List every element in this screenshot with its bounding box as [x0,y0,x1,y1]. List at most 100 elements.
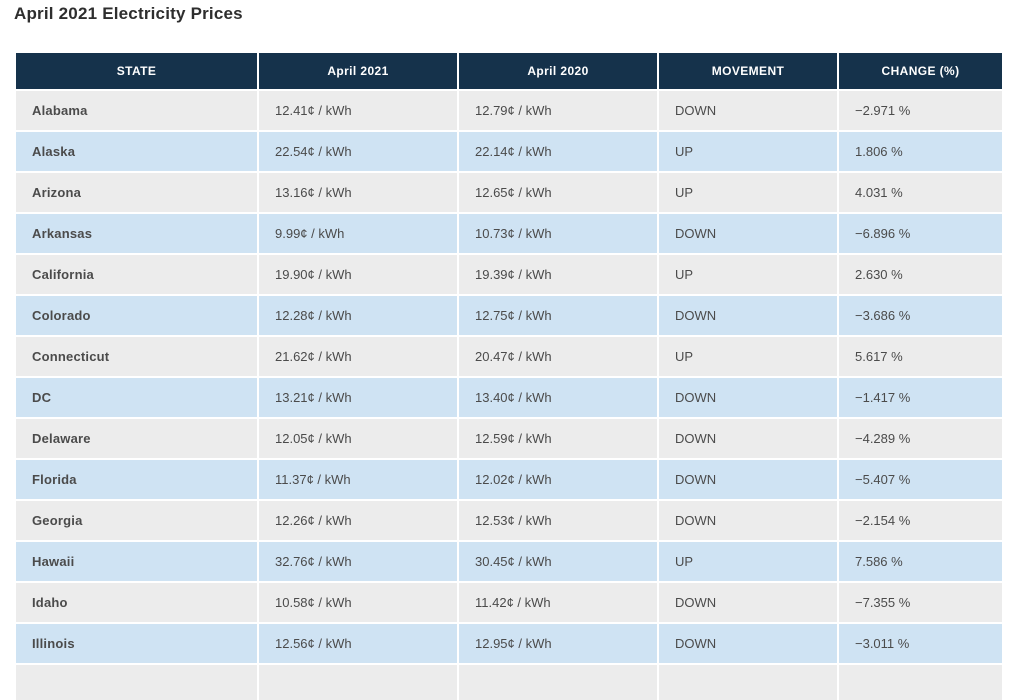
table-row: Hawaii 32.76¢ / kWh 30.45¢ / kWh UP 7.58… [14,540,1004,583]
april-2020-cell: 19.39¢ / kWh [457,253,659,296]
movement-cell: UP [657,171,839,214]
april-2021-cell: 11.37¢ / kWh [257,458,459,501]
table-row: Georgia 12.26¢ / kWh 12.53¢ / kWh DOWN −… [14,499,1004,542]
april-2021-cell: 12.56¢ / kWh [257,622,459,665]
table-row: Delaware 12.05¢ / kWh 12.59¢ / kWh DOWN … [14,417,1004,460]
column-header-april-2020: April 2020 [457,51,659,91]
movement-cell: UP [657,130,839,173]
change-cell [837,663,1004,700]
state-cell: Illinois [14,622,259,665]
april-2021-cell: 12.28¢ / kWh [257,294,459,337]
change-cell: 5.617 % [837,335,1004,378]
april-2020-cell: 22.14¢ / kWh [457,130,659,173]
movement-cell [657,663,839,700]
movement-cell: DOWN [657,458,839,501]
change-cell: 1.806 % [837,130,1004,173]
movement-cell: UP [657,540,839,583]
april-2021-cell: 19.90¢ / kWh [257,253,459,296]
table-row: Idaho 10.58¢ / kWh 11.42¢ / kWh DOWN −7.… [14,581,1004,624]
change-cell: −6.896 % [837,212,1004,255]
april-2020-cell: 12.95¢ / kWh [457,622,659,665]
april-2021-cell: 10.58¢ / kWh [257,581,459,624]
table-row: Arizona 13.16¢ / kWh 12.65¢ / kWh UP 4.0… [14,171,1004,214]
table-body: Alabama 12.41¢ / kWh 12.79¢ / kWh DOWN −… [14,89,1004,700]
change-cell: −1.417 % [837,376,1004,419]
column-header-movement: MOVEMENT [657,51,839,91]
april-2021-cell: 13.21¢ / kWh [257,376,459,419]
page-title: April 2021 Electricity Prices [14,4,243,23]
table-row: Arkansas 9.99¢ / kWh 10.73¢ / kWh DOWN −… [14,212,1004,255]
movement-cell: DOWN [657,89,839,132]
table-row [14,663,1004,700]
movement-cell: DOWN [657,212,839,255]
april-2020-cell: 13.40¢ / kWh [457,376,659,419]
table-row: DC 13.21¢ / kWh 13.40¢ / kWh DOWN −1.417… [14,376,1004,419]
movement-cell: DOWN [657,294,839,337]
change-cell: −5.407 % [837,458,1004,501]
april-2021-cell: 32.76¢ / kWh [257,540,459,583]
state-cell: California [14,253,259,296]
column-header-april-2021: April 2021 [257,51,459,91]
april-2020-cell: 12.65¢ / kWh [457,171,659,214]
change-cell: −2.971 % [837,89,1004,132]
change-cell: −4.289 % [837,417,1004,460]
april-2021-cell: 9.99¢ / kWh [257,212,459,255]
table-row: Alaska 22.54¢ / kWh 22.14¢ / kWh UP 1.80… [14,130,1004,173]
april-2020-cell: 12.59¢ / kWh [457,417,659,460]
change-cell: −7.355 % [837,581,1004,624]
april-2021-cell: 13.16¢ / kWh [257,171,459,214]
april-2021-cell: 22.54¢ / kWh [257,130,459,173]
state-cell: Florida [14,458,259,501]
table-row: Florida 11.37¢ / kWh 12.02¢ / kWh DOWN −… [14,458,1004,501]
change-cell: −2.154 % [837,499,1004,542]
column-header-state: STATE [14,51,259,91]
state-cell: Idaho [14,581,259,624]
table-header: STATE April 2021 April 2020 MOVEMENT CHA… [14,51,1004,91]
april-2020-cell: 10.73¢ / kWh [457,212,659,255]
electricity-prices-table: STATE April 2021 April 2020 MOVEMENT CHA… [14,51,1004,700]
state-cell: Alabama [14,89,259,132]
movement-cell: DOWN [657,581,839,624]
state-cell: DC [14,376,259,419]
change-cell: 2.630 % [837,253,1004,296]
state-cell: Connecticut [14,335,259,378]
table-row: California 19.90¢ / kWh 19.39¢ / kWh UP … [14,253,1004,296]
column-header-change: CHANGE (%) [837,51,1004,91]
april-2020-cell: 30.45¢ / kWh [457,540,659,583]
table-row: Illinois 12.56¢ / kWh 12.95¢ / kWh DOWN … [14,622,1004,665]
movement-cell: DOWN [657,376,839,419]
april-2021-cell: 12.26¢ / kWh [257,499,459,542]
april-2021-cell [257,663,459,700]
movement-cell: UP [657,253,839,296]
april-2021-cell: 21.62¢ / kWh [257,335,459,378]
change-cell: 7.586 % [837,540,1004,583]
change-cell: −3.011 % [837,622,1004,665]
movement-cell: DOWN [657,417,839,460]
movement-cell: DOWN [657,622,839,665]
state-cell: Arkansas [14,212,259,255]
table-row: Colorado 12.28¢ / kWh 12.75¢ / kWh DOWN … [14,294,1004,337]
change-cell: 4.031 % [837,171,1004,214]
movement-cell: UP [657,335,839,378]
april-2020-cell: 12.79¢ / kWh [457,89,659,132]
april-2020-cell: 12.53¢ / kWh [457,499,659,542]
april-2020-cell: 12.02¢ / kWh [457,458,659,501]
state-cell: Arizona [14,171,259,214]
table-row: Connecticut 21.62¢ / kWh 20.47¢ / kWh UP… [14,335,1004,378]
state-cell: Delaware [14,417,259,460]
state-cell: Alaska [14,130,259,173]
april-2020-cell: 20.47¢ / kWh [457,335,659,378]
april-2021-cell: 12.41¢ / kWh [257,89,459,132]
state-cell: Georgia [14,499,259,542]
april-2021-cell: 12.05¢ / kWh [257,417,459,460]
state-cell [14,663,259,700]
movement-cell: DOWN [657,499,839,542]
header-row: STATE April 2021 April 2020 MOVEMENT CHA… [14,51,1004,91]
change-cell: −3.686 % [837,294,1004,337]
state-cell: Colorado [14,294,259,337]
table-row: Alabama 12.41¢ / kWh 12.79¢ / kWh DOWN −… [14,89,1004,132]
april-2020-cell [457,663,659,700]
april-2020-cell: 12.75¢ / kWh [457,294,659,337]
april-2020-cell: 11.42¢ / kWh [457,581,659,624]
